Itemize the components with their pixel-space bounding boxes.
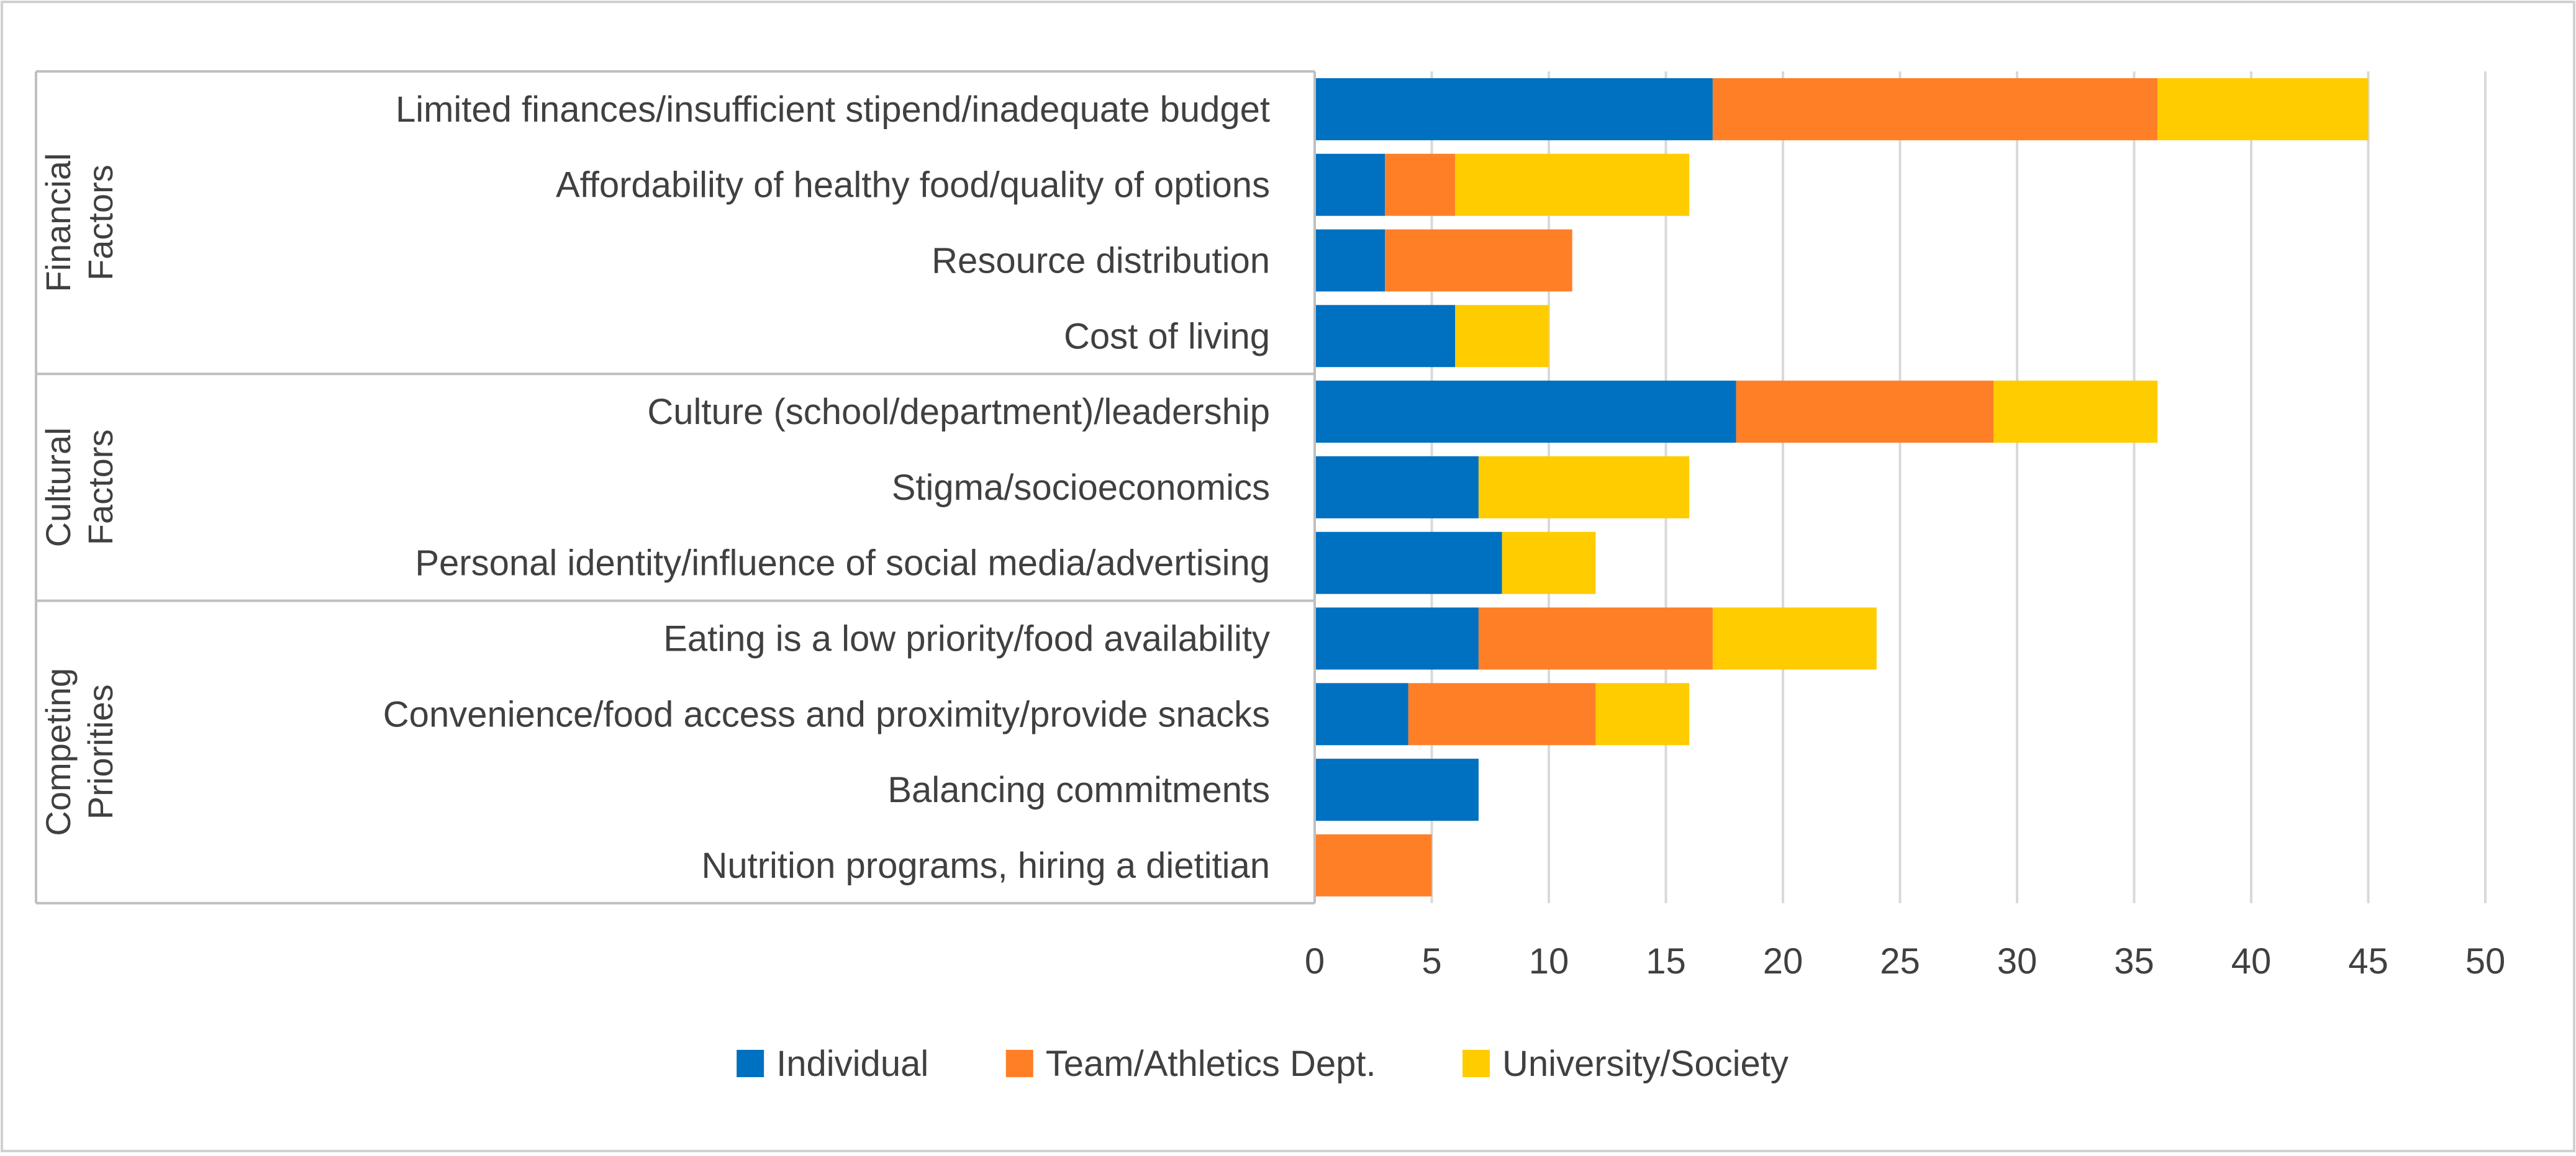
legend-item-university: University/Society (1462, 1044, 1789, 1084)
category-label: Convenience/food access and proximity/pr… (383, 694, 1270, 734)
bar-segment-individual (1315, 229, 1386, 292)
bar-segment-individual (1315, 683, 1408, 746)
group-label: CompetingPriorities (39, 668, 120, 836)
category-labels: Limited finances/insufficient stipend/in… (383, 89, 1270, 886)
legend-swatch (1005, 1050, 1033, 1077)
x-tick-label: 25 (1880, 941, 1920, 982)
category-label: Balancing commitments (887, 770, 1270, 810)
bar-segment-university (1595, 683, 1690, 746)
x-tick-label: 15 (1646, 941, 1686, 982)
bars (1315, 78, 2369, 896)
category-label: Cost of living (1064, 316, 1270, 356)
bar-segment-university (1455, 305, 1549, 368)
bar-segment-individual (1315, 607, 1479, 670)
category-label: Stigma/socioeconomics (892, 467, 1270, 508)
legend-item-individual: Individual (737, 1044, 928, 1084)
bar-segment-individual (1315, 531, 1502, 594)
group-label-line: Factors (81, 165, 120, 281)
group-label: FinancialFactors (39, 153, 120, 292)
bar-segment-university (1455, 153, 1690, 216)
bar-segment-team (1315, 834, 1432, 896)
x-axis-ticks: 0 5 10 15 20 25 30 35 40 45 50 (1305, 941, 2505, 982)
bar-segment-individual (1315, 305, 1456, 368)
bar-segment-team (1712, 78, 2158, 140)
group-label-line: Financial (39, 153, 78, 292)
x-tick-label: 20 (1763, 941, 1803, 982)
category-label: Resource distribution (932, 241, 1270, 281)
group-label-line: Cultural (39, 427, 78, 547)
x-tick-label: 30 (1997, 941, 2038, 982)
bar-segment-university (1502, 531, 1596, 594)
bar-segment-individual (1315, 78, 1713, 140)
category-label: Eating is a low priority/food availabili… (663, 619, 1270, 659)
group-label-line: Competing (39, 668, 78, 836)
bar-segment-individual (1315, 759, 1479, 821)
x-tick-label: 35 (2114, 941, 2154, 982)
group-label-line: Priorities (81, 684, 120, 820)
bar-segment-team (1385, 229, 1572, 292)
legend-label: Team/Athletics Dept. (1046, 1044, 1376, 1084)
legend-label: Individual (776, 1044, 928, 1084)
bar-segment-team (1478, 607, 1713, 670)
bar-segment-university (2157, 78, 2369, 140)
legend-swatch (737, 1050, 764, 1077)
category-label: Affordability of healthy food/quality of… (556, 165, 1270, 205)
bar-segment-team (1736, 381, 1994, 443)
bar-segment-individual (1315, 456, 1479, 518)
category-label: Personal identity/influence of social me… (415, 543, 1270, 584)
x-tick-label: 40 (2231, 941, 2272, 982)
group-label: CulturalFactors (39, 427, 120, 547)
bar-segment-team (1385, 153, 1456, 216)
bar-segment-university (1712, 607, 1877, 670)
legend: Individual Team/Athletics Dept. University… (737, 1044, 1789, 1084)
bar-segment-individual (1315, 153, 1386, 216)
bar-segment-university (1993, 381, 2158, 443)
x-tick-label: 50 (2465, 941, 2506, 982)
x-tick-label: 0 (1305, 941, 1325, 982)
legend-swatch (1462, 1050, 1490, 1077)
x-tick-label: 45 (2348, 941, 2388, 982)
group-labels: FinancialFactorsCulturalFactorsCompeting… (35, 70, 1316, 905)
category-label: Nutrition programs, hiring a dietitian (701, 846, 1270, 886)
bar-segment-individual (1315, 381, 1736, 443)
category-label: Culture (school/department)/leadership (647, 392, 1270, 432)
x-tick-label: 5 (1422, 941, 1441, 982)
category-label: Limited finances/insufficient stipend/in… (396, 89, 1270, 130)
bar-segment-team (1408, 683, 1596, 746)
x-tick-label: 10 (1529, 941, 1569, 982)
legend-item-team: Team/Athletics Dept. (1005, 1044, 1376, 1084)
bar-segment-university (1478, 456, 1690, 518)
legend-label: University/Society (1502, 1044, 1789, 1084)
group-label-line: Factors (81, 430, 120, 546)
